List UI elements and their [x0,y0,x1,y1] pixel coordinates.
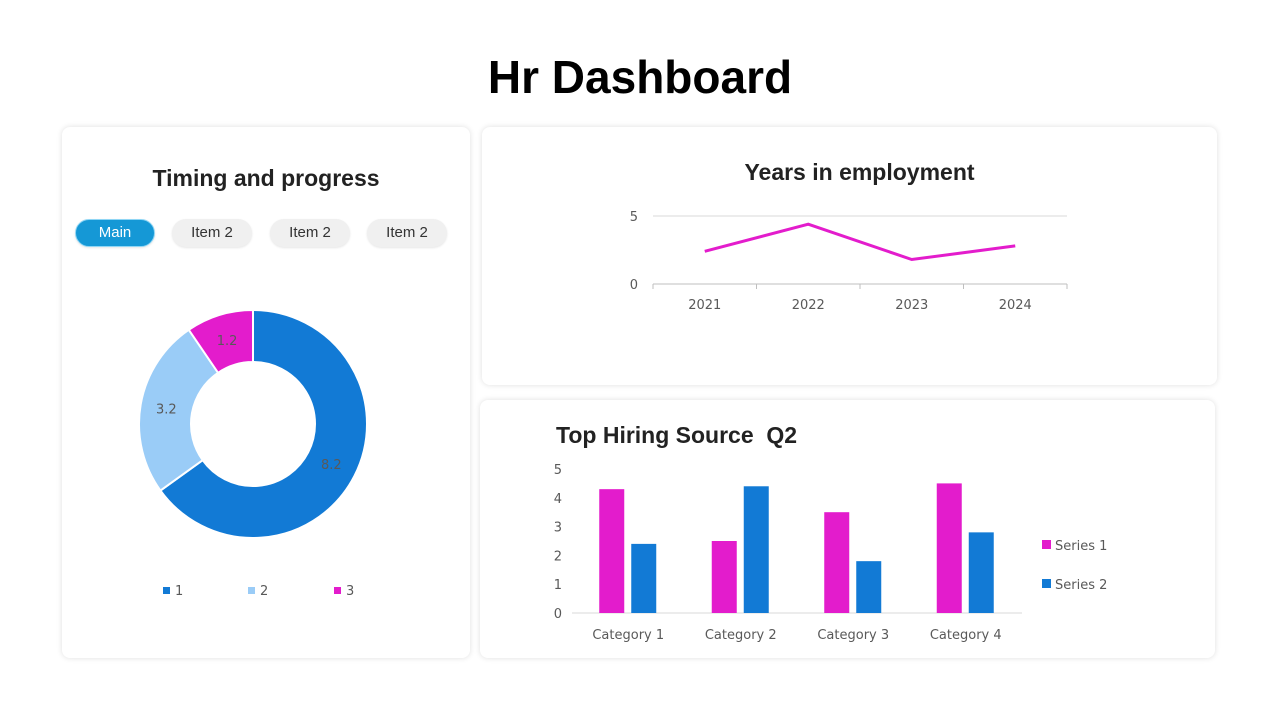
x-tick-label: Category 2 [705,628,777,643]
hiring-title: Top Hiring Source Q2 [556,422,798,448]
legend-label: Series 2 [1055,578,1107,593]
legend-label: 2 [260,584,268,599]
timing-title: Timing and progress [152,165,380,191]
bar-1-4 [936,483,962,613]
y-tick-label: 4 [554,492,562,507]
tab-item-2b[interactable]: Item 2 [270,219,350,247]
x-tick-label: 2023 [895,298,928,313]
bar-2-4 [968,532,994,613]
y-tick-label: 0 [630,278,638,293]
donut-slice-1 [159,308,368,539]
bar-1-1 [599,489,625,613]
bar-2-2 [743,486,769,613]
donut-data-label: 8.2 [321,458,342,473]
x-tick-label: 2024 [999,298,1032,313]
y-tick-label: 2 [554,549,562,564]
legend-swatch [334,587,341,594]
x-tick-label: Category 3 [817,628,889,643]
legend-swatch [163,587,170,594]
donut-slice-2 [138,328,220,492]
legend-swatch [1042,579,1051,588]
x-tick-label: Category 1 [592,628,664,643]
x-tick-label: 2021 [688,298,721,313]
years-card [482,127,1217,385]
donut-data-label: 3.2 [156,403,177,418]
page-title: Hr Dashboard [487,51,793,103]
line-series [704,222,1016,262]
x-tick-label: 2022 [792,298,825,313]
legend-label: 3 [346,584,354,599]
tab-item-2[interactable]: Item 2 [172,219,252,247]
timing-card [62,127,470,658]
y-tick-label: 0 [554,607,562,622]
legend-label: Series 1 [1055,539,1107,554]
years-title: Years in employment [744,159,975,185]
y-tick-label: 3 [554,521,562,536]
bar-2-1 [631,543,657,613]
legend-swatch [1042,540,1051,549]
tab-item-2c[interactable]: Item 2 [367,219,447,247]
bar-2-3 [856,561,882,613]
donut-slice-3 [187,308,254,375]
x-tick-label: Category 4 [930,628,1002,643]
legend-label: 1 [175,584,183,599]
y-tick-label: 5 [630,210,638,225]
bar-1-2 [711,541,737,613]
y-tick-label: 5 [554,463,562,478]
tab-main[interactable]: Main [75,219,155,247]
y-tick-label: 1 [554,578,562,593]
bar-1-3 [824,512,850,613]
legend-swatch [248,587,255,594]
donut-data-label: 1.2 [217,334,238,349]
